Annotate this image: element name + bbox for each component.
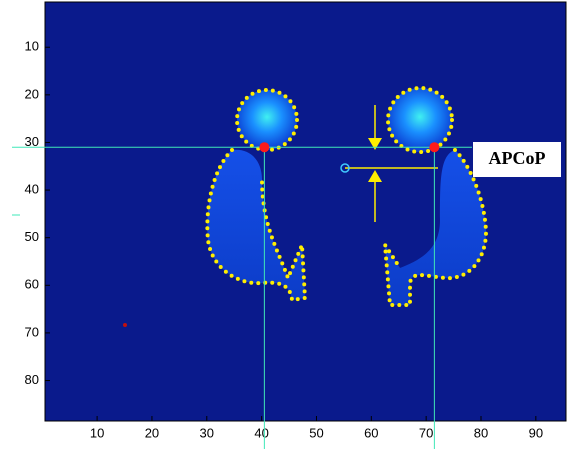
x-tick-label: 20 (145, 425, 159, 440)
x-tick-label: 70 (419, 425, 433, 440)
left-heel (237, 90, 297, 150)
x-tick-label: 10 (90, 425, 104, 440)
y-tick-label: 10 (25, 39, 39, 54)
y-tick-label: 80 (25, 372, 39, 387)
y-tick-label: 30 (25, 134, 39, 149)
chart: 10 20 30 40 50 60 70 80 90 10 20 30 40 50 60 70 80 APCoP (0, 0, 569, 449)
right-heel (388, 88, 452, 152)
y-tick-label: 20 (25, 86, 39, 101)
x-tick-label: 90 (529, 425, 543, 440)
page: {"chart_data": {"type": "image", "xlim":… (0, 0, 569, 449)
x-tick-label: 80 (474, 425, 488, 440)
x-tick-label: 40 (254, 425, 268, 440)
x-tick-label: 60 (364, 425, 378, 440)
y-tick-label: 50 (25, 229, 39, 244)
x-tick-label: 30 (200, 425, 214, 440)
stray-point (123, 323, 127, 327)
cop-marker (429, 142, 439, 152)
y-tick-label: 70 (25, 324, 39, 339)
y-tick-label: 60 (25, 277, 39, 292)
image-area (45, 2, 566, 421)
cop-marker (259, 142, 269, 152)
x-tick-label: 50 (309, 425, 323, 440)
y-tick-label: 40 (25, 182, 39, 197)
annotation: APCoP (489, 148, 546, 168)
